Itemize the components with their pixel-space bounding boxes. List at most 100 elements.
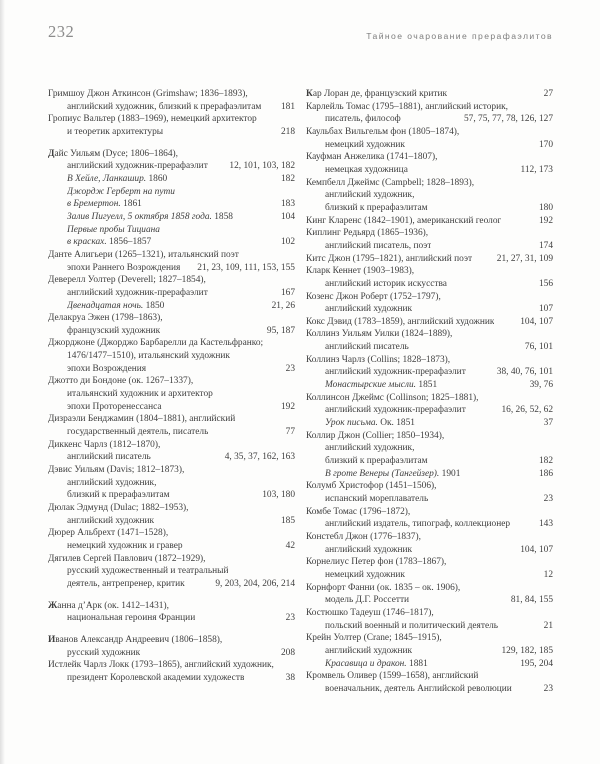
entry-text: эпохи Раннего Возрождения: [67, 262, 181, 273]
index-entry-line: Коллир Джон (Collier; 1850–1934),: [306, 430, 553, 443]
entry-text: модель Д.Г. Россетти: [325, 595, 410, 606]
index-entry-line: английский художник,: [306, 189, 553, 202]
entry-text: Дягилев Сергей Павлович (1872–1929),: [48, 553, 206, 564]
entry-text: Китс Джон (1795–1821), английский поэт: [306, 253, 473, 264]
entry-text: русский художник: [67, 647, 141, 658]
index-entry-line: Гропиус Вальтер (1883–1969), немецкий ар…: [48, 113, 295, 126]
entry-text: английский художник-прерафаэлит: [325, 405, 466, 416]
entry-text: Дайс Уильям (Dyce; 1806–1864),: [48, 148, 179, 159]
entry-text: Иванов Александр Андреевич (1806–1858),: [48, 634, 223, 645]
index-entry-line: эпохи Возрождения 23: [48, 363, 295, 376]
index-entry-line: Кларк Кеннет (1903–1983),: [306, 265, 553, 278]
entry-page-numbers: 38, 40, 76, 101: [496, 367, 553, 378]
index-entry-line: эпохи Раннего Возрождения 21, 23, 109, 11…: [48, 262, 295, 275]
index-entry-line: Залив Пигуелл, 5 октября 1858 года. 1858…: [48, 211, 295, 224]
entry-page-numbers: 23: [543, 683, 553, 694]
index-entry-line: испанский мореплаватель 23: [306, 493, 553, 506]
entry-page-numbers: 16, 26, 52, 62: [501, 405, 553, 416]
index-entry-line: Коллинсон Джеймс (Collinson; 1825–1881),: [306, 392, 553, 405]
index-entry-line: деятель, антрепренер, критик 9, 203, 204,…: [48, 578, 295, 591]
entry-page-numbers: 182: [280, 173, 295, 184]
entry-text: французский художник: [67, 325, 161, 336]
entry-page-numbers: 38: [285, 672, 295, 683]
entry-text: писатель, философ: [325, 114, 401, 125]
entry-text: Кинг Кларенс (1842–1901), американский г…: [306, 215, 502, 226]
index-entry-line: английский издатель, типограф, коллекцио…: [306, 518, 553, 531]
index-entry-line: и теоретик архитектуры 218: [48, 126, 295, 139]
artwork-title-text: Монастырские мысли. 1851: [325, 380, 438, 391]
index-entry-line: английский художник-прерафаэлит 16, 26, 5…: [306, 404, 553, 417]
index-entry-line: Карлейль Томас (1795–1881), английский и…: [306, 101, 553, 114]
index-entry-line: Истлейк Чарлз Локк (1793–1865), английск…: [48, 659, 295, 672]
index-entry-line: писатель, философ 57, 75, 77, 78, 126, 12…: [306, 113, 553, 126]
entry-text: президент Королевской академии художеств: [67, 672, 245, 683]
index-entry-line: английский художник,: [48, 477, 295, 490]
entry-text: Коллир Джон (Collier; 1850–1934),: [306, 430, 445, 441]
entry-text: Гропиус Вальтер (1883–1969), немецкий ар…: [48, 114, 257, 125]
index-entry-line: Красавица и дракон. 1881 195, 204: [306, 658, 553, 671]
index-entry-line: Дэвис Уильям (Davis; 1812–1873),: [48, 464, 295, 477]
index-entry-line: немецкий художник 170: [306, 139, 553, 152]
index-entry-line: Данте Алигьери (1265–1321), итальянский …: [48, 249, 295, 262]
entry-page-numbers: 195, 204: [520, 658, 553, 669]
artwork-title-text: В гроте Венеры (Тангейзер). 1901: [325, 468, 461, 479]
entry-text: близкий к прерафаэлитам: [325, 202, 428, 213]
index-entry-line: Киплинг Редьярд (1865–1936),: [306, 227, 553, 240]
index-entry-line: Крейн Уолтер (Crane; 1845–1915),: [306, 632, 553, 645]
index-entry-line: национальная героиня Франции 23: [48, 612, 295, 625]
artwork-title-text: Урок письма. Ок. 1851: [325, 418, 415, 429]
entry-text: немецкий художник и гравер: [67, 540, 183, 551]
index-right-column: Кар Лоран де, французский критик 27 Карлей…: [306, 88, 553, 696]
entry-text: немецкий художник: [325, 569, 405, 580]
index-entry-line: Констебл Джон (1776–1837),: [306, 531, 553, 544]
entry-page-numbers: 12, 101, 103, 182: [229, 161, 295, 172]
entry-text: Констебл Джон (1776–1837),: [306, 531, 421, 542]
entry-page-numbers: 107: [538, 304, 553, 315]
entry-text: Каульбах Вильгельм фон (1805–1874),: [306, 126, 460, 137]
entry-text: Коллинз Уильям Уилки (1824–1889),: [306, 329, 453, 340]
index-entry-line: Кромвель Оливер (1599–1658), английский: [306, 670, 553, 683]
index-entry-line: польский военный и политический деятель 2…: [306, 620, 553, 633]
index-entry-line: Дизраэли Бенджамин (1804–1881), английск…: [48, 413, 295, 426]
entry-text: итальянский художник и архитектор: [67, 389, 213, 400]
entry-text: Джотто ди Бондоне (ок. 1267–1337),: [48, 376, 194, 387]
entry-page-numbers: 104, 107: [520, 316, 553, 327]
artwork-title-text: В Хейле, Ланкашир. 1860: [67, 173, 168, 184]
entry-text: Кауфман Анжелика (1741–1807),: [306, 152, 438, 163]
artwork-title-text: Джордж Герберт на пути: [67, 186, 175, 197]
index-entry-line: президент Королевской академии художеств…: [48, 672, 295, 685]
index-entry-line: итальянский художник и архитектор: [48, 388, 295, 401]
index-entry-line: английский художник-прерафаэлит 12, 101, …: [48, 160, 295, 173]
entry-page-numbers: 167: [280, 287, 295, 298]
index-entry-line: Джордж Герберт на пути: [48, 186, 295, 199]
entry-page-numbers: 21, 26: [271, 300, 295, 311]
entry-page-numbers: 39, 76: [529, 380, 553, 391]
entry-text: английский художник: [325, 304, 413, 315]
entry-page-numbers: 208: [280, 647, 295, 658]
index-entry-line: близкий к прерафаэлитам 180: [306, 202, 553, 215]
entry-text: Кокс Дэвид (1783–1859), английский худож…: [306, 316, 495, 327]
index-entry-line: английский художник,: [306, 442, 553, 455]
index-entry-line: Корнелиус Петер фон (1783–1867),: [306, 556, 553, 569]
entry-text: 1476/1477–1510), итальянский художник: [67, 351, 230, 362]
entry-text: русский художественный и театральный: [67, 566, 229, 577]
index-left-column: Гримшоу Джон Аткинсон (Grimshaw; 1836–18…: [48, 88, 295, 685]
page-edge-shadow: [0, 0, 5, 764]
index-entry-line: В гроте Венеры (Тангейзер). 1901 186: [306, 468, 553, 481]
entry-page-numbers: 218: [280, 126, 295, 137]
entry-page-numbers: 27: [543, 89, 553, 99]
index-entry-line: военачальник, деятель Английской революц…: [306, 683, 553, 696]
entry-page-numbers: 192: [280, 401, 295, 412]
entry-page-numbers: 156: [538, 278, 553, 289]
entry-page-numbers: 76, 101: [524, 342, 553, 353]
index-entry-line: Джотто ди Бондоне (ок. 1267–1337),: [48, 375, 295, 388]
index-entry-line: французский художник 95, 187: [48, 325, 295, 338]
index-entry-line: английский художник 129, 182, 185: [306, 645, 553, 658]
index-entry-line: Гримшоу Джон Аткинсон (Grimshaw; 1836–18…: [48, 88, 295, 101]
entry-text: Кар Лоран де, французский критик: [306, 89, 448, 99]
entry-page-numbers: 77: [285, 427, 295, 438]
entry-text: Кларк Кеннет (1903–1983),: [306, 266, 415, 277]
entry-text: Кемпбелл Джеймс (Campbell; 1828–1893),: [306, 177, 475, 188]
index-entry-line: немецкая художница 112, 173: [306, 164, 553, 177]
entry-text: английский художник: [325, 544, 413, 555]
